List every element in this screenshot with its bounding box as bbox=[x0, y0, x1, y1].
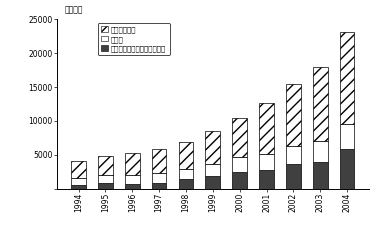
Bar bbox=[71, 178, 86, 185]
Text: （億元）: （億元） bbox=[65, 5, 84, 14]
Bar bbox=[313, 141, 328, 162]
Bar bbox=[259, 153, 274, 170]
Bar bbox=[179, 169, 193, 179]
Bar bbox=[286, 84, 301, 146]
Bar bbox=[98, 156, 113, 174]
Bar bbox=[259, 170, 274, 189]
Bar bbox=[340, 32, 355, 124]
Bar bbox=[71, 161, 86, 178]
Bar bbox=[206, 176, 220, 189]
Bar bbox=[232, 157, 247, 172]
Bar bbox=[286, 146, 301, 164]
Bar bbox=[125, 184, 139, 189]
Bar bbox=[286, 164, 301, 189]
Bar bbox=[152, 150, 166, 173]
Bar bbox=[206, 131, 220, 164]
Bar bbox=[71, 185, 86, 189]
Bar bbox=[179, 142, 193, 169]
Bar bbox=[98, 183, 113, 189]
Bar bbox=[313, 162, 328, 189]
Bar bbox=[152, 173, 166, 183]
Legend: 地方本級収入, 税還付, 税還付以外の中央からの移転: 地方本級収入, 税還付, 税還付以外の中央からの移転 bbox=[98, 23, 170, 55]
Bar bbox=[98, 174, 113, 183]
Bar bbox=[313, 67, 328, 141]
Bar bbox=[125, 174, 139, 184]
Bar bbox=[259, 103, 274, 153]
Bar bbox=[179, 179, 193, 189]
Bar bbox=[232, 118, 247, 157]
Bar bbox=[152, 183, 166, 189]
Bar bbox=[340, 124, 355, 150]
Bar bbox=[340, 150, 355, 189]
Bar bbox=[125, 153, 139, 174]
Bar bbox=[206, 164, 220, 176]
Bar bbox=[232, 172, 247, 189]
